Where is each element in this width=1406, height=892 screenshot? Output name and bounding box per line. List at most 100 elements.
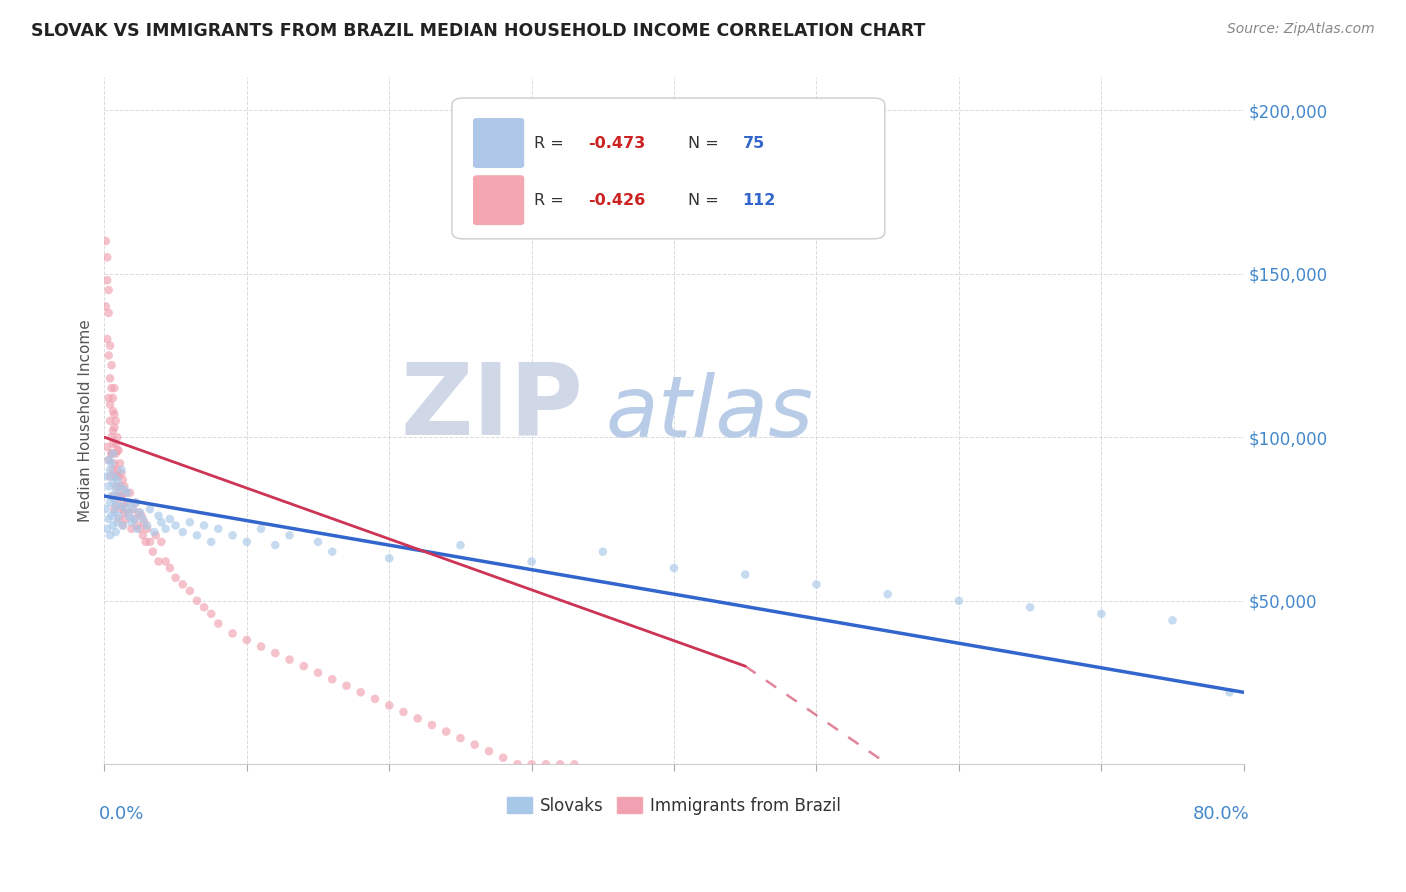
Text: N =: N = — [688, 136, 724, 151]
Point — [127, 518, 149, 533]
Point — [107, 485, 129, 500]
Point — [103, 469, 125, 483]
Point — [128, 505, 150, 519]
Point — [117, 508, 139, 523]
Point — [131, 508, 153, 523]
Point — [124, 512, 146, 526]
Point — [948, 593, 970, 607]
Text: -0.426: -0.426 — [589, 193, 645, 208]
Point — [159, 512, 181, 526]
Point — [96, 332, 118, 346]
Point — [94, 299, 117, 313]
Point — [97, 453, 120, 467]
Point — [1161, 613, 1184, 627]
Point — [378, 698, 401, 713]
Point — [96, 440, 118, 454]
Point — [110, 463, 132, 477]
Point — [124, 512, 146, 526]
Point — [110, 499, 132, 513]
Point — [98, 397, 121, 411]
Text: R =: R = — [534, 193, 569, 208]
Point — [492, 750, 515, 764]
Point — [250, 522, 273, 536]
Point — [155, 554, 177, 568]
Point — [806, 577, 828, 591]
Point — [110, 502, 132, 516]
Point — [105, 495, 128, 509]
Point — [108, 479, 131, 493]
Point — [97, 512, 120, 526]
Point — [101, 518, 124, 533]
Point — [172, 577, 194, 591]
Point — [108, 456, 131, 470]
Point — [139, 502, 162, 516]
Point — [534, 757, 557, 772]
Point — [103, 407, 125, 421]
Point — [136, 518, 159, 533]
Point — [96, 273, 118, 287]
Point — [520, 757, 543, 772]
Point — [434, 724, 457, 739]
Text: 75: 75 — [742, 136, 765, 151]
Point — [98, 469, 121, 483]
Text: N =: N = — [688, 193, 724, 208]
Point — [117, 505, 139, 519]
Point — [278, 528, 301, 542]
Point — [101, 446, 124, 460]
Point — [207, 522, 229, 536]
Point — [105, 515, 128, 529]
Point — [321, 672, 343, 686]
Point — [110, 489, 132, 503]
Point — [127, 522, 149, 536]
Point — [148, 508, 170, 523]
Text: SLOVAK VS IMMIGRANTS FROM BRAZIL MEDIAN HOUSEHOLD INCOME CORRELATION CHART: SLOVAK VS IMMIGRANTS FROM BRAZIL MEDIAN … — [31, 22, 925, 40]
Point — [134, 515, 156, 529]
Point — [104, 414, 127, 428]
Point — [96, 250, 118, 264]
Point — [120, 522, 142, 536]
Point — [115, 485, 138, 500]
Point — [100, 456, 122, 470]
Point — [129, 522, 152, 536]
Point — [125, 495, 148, 509]
Text: 112: 112 — [742, 193, 776, 208]
Point — [104, 499, 127, 513]
Point — [406, 711, 429, 725]
Point — [104, 524, 127, 539]
Point — [111, 473, 134, 487]
Point — [105, 430, 128, 444]
Point — [165, 518, 187, 533]
Point — [103, 492, 125, 507]
Point — [150, 515, 173, 529]
Point — [96, 522, 118, 536]
Point — [145, 528, 167, 542]
Point — [264, 538, 287, 552]
Point — [98, 528, 121, 542]
Point — [97, 283, 120, 297]
Point — [114, 485, 136, 500]
Text: -0.473: -0.473 — [589, 136, 645, 151]
Point — [200, 607, 222, 621]
Point — [179, 583, 201, 598]
Point — [98, 495, 121, 509]
Point — [449, 731, 471, 745]
Point — [207, 616, 229, 631]
Point — [179, 515, 201, 529]
Point — [172, 524, 194, 539]
Point — [350, 685, 373, 699]
Point — [221, 626, 243, 640]
Point — [478, 744, 501, 758]
Point — [520, 554, 543, 568]
Point — [464, 738, 486, 752]
Point — [186, 593, 208, 607]
Point — [111, 518, 134, 533]
Point — [107, 512, 129, 526]
Point — [101, 463, 124, 477]
Point — [103, 505, 125, 519]
Text: ZIP: ZIP — [401, 359, 583, 456]
Point — [221, 528, 243, 542]
Text: 0.0%: 0.0% — [98, 805, 143, 823]
Point — [104, 469, 127, 483]
Point — [236, 534, 259, 549]
Point — [112, 505, 135, 519]
